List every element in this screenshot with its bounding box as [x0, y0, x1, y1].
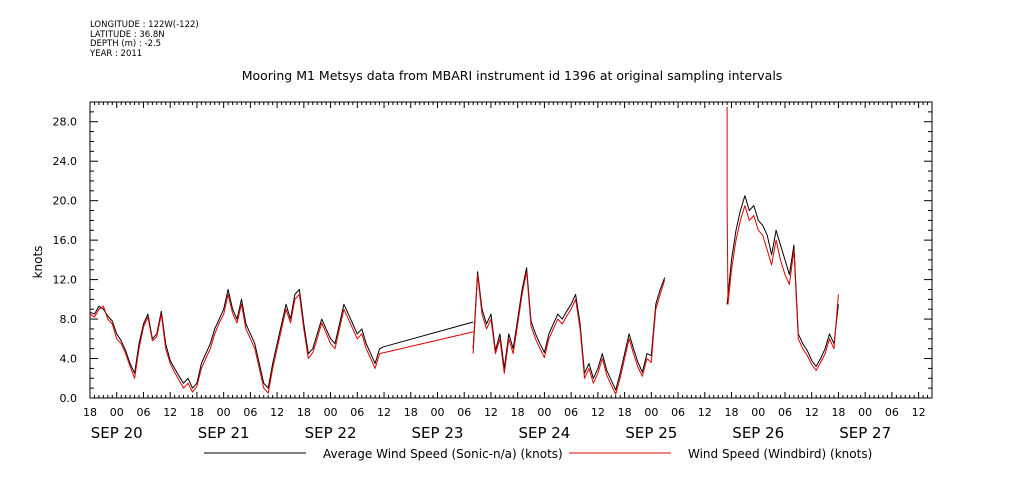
- x-hour-label: 00: [644, 406, 658, 419]
- x-date-label: SEP 25: [625, 424, 677, 442]
- x-hour-label: 12: [163, 406, 177, 419]
- x-date-label: SEP 26: [732, 424, 784, 442]
- y-tick-labels: 0.0 4.0 8.0 12.0 16.0 20.0 24.0 28.0: [53, 116, 78, 405]
- x-hour-label: 06: [564, 406, 578, 419]
- legend-label-avg: Average Wind Speed (Sonic-n/a) (knots): [323, 447, 563, 461]
- x-hour-label: 06: [457, 406, 471, 419]
- y-tick-label: 24.0: [53, 155, 78, 168]
- series-line-average-wind: [472, 267, 666, 391]
- y-tick-label: 12.0: [53, 274, 78, 287]
- x-hour-label: 18: [190, 406, 204, 419]
- x-hour-label: 18: [404, 406, 418, 419]
- legend-label-windbird: Wind Speed (Windbird) (knots): [688, 447, 872, 461]
- year-label: YEAR : 2011: [90, 48, 143, 59]
- legend: Average Wind Speed (Sonic-n/a) (knots) W…: [204, 447, 872, 461]
- x-hour-label: 12: [912, 406, 926, 419]
- x-hour-label: 06: [778, 406, 792, 419]
- x-hour-label: 00: [430, 406, 444, 419]
- latitude-label: LATITUDE : 36.8N: [90, 29, 165, 40]
- x-date-label: SEP 20: [91, 424, 143, 442]
- axis-ticks: [89, 101, 933, 399]
- x-hour-label: 12: [698, 406, 712, 419]
- x-hour-label: 00: [537, 406, 551, 419]
- x-hour-label: 18: [297, 406, 311, 419]
- x-hour-label: 12: [484, 406, 498, 419]
- depth-label: DEPTH (m) : -2.5: [90, 39, 162, 49]
- x-hour-label: 06: [136, 406, 150, 419]
- y-tick-label: 8.0: [60, 313, 78, 326]
- x-hour-label: 06: [885, 406, 899, 419]
- x-hour-label: 00: [324, 406, 338, 419]
- series-line-windbird: [89, 293, 385, 394]
- y-tick-label: 4.0: [60, 353, 78, 366]
- y-axis-label: knots: [31, 246, 45, 279]
- y-tick-label: 20.0: [53, 195, 78, 208]
- x-date-label: SEP 21: [198, 424, 250, 442]
- x-hour-label: 00: [751, 406, 765, 419]
- x-hour-label: 18: [618, 406, 632, 419]
- x-hour-label: 18: [725, 406, 739, 419]
- x-hour-label: 18: [83, 406, 97, 419]
- y-tick-label: 28.0: [53, 116, 78, 129]
- series-lines: [89, 106, 839, 395]
- y-tick-label: 0.0: [60, 392, 78, 405]
- x-hour-label: 06: [671, 406, 685, 419]
- series-line-average-wind: [383, 321, 474, 348]
- x-hour-label: 00: [217, 406, 231, 419]
- series-line-average-wind: [726, 195, 839, 367]
- x-date-label: SEP 24: [518, 424, 570, 442]
- x-date-label: SEP 23: [412, 424, 464, 442]
- x-hour-label: 18: [831, 406, 845, 419]
- x-tick-labels: 18 00 06 12 18 00 06 12 18 00 06 12 18 00 06 12 18 00 06 12…: [83, 406, 926, 442]
- metadata-block: LONGITUDE : 122W(-122) LATITUDE : 36.8N …: [90, 20, 199, 59]
- series-line-average-wind: [89, 289, 385, 389]
- y-tick-label: 16.0: [53, 234, 78, 247]
- longitude-label: LONGITUDE : 122W(-122): [90, 20, 199, 30]
- series-line-windbird: [472, 271, 666, 395]
- x-hour-label: 00: [858, 406, 872, 419]
- series-line-windbird: [726, 106, 839, 371]
- series-line-windbird: [383, 331, 474, 354]
- chart-title: Mooring M1 Metsys data from MBARI instru…: [242, 68, 783, 83]
- x-hour-label: 12: [591, 406, 605, 419]
- x-hour-label: 18: [511, 406, 525, 419]
- x-hour-label: 12: [377, 406, 391, 419]
- x-date-label: SEP 27: [839, 424, 891, 442]
- x-hour-label: 06: [350, 406, 364, 419]
- x-hour-label: 12: [270, 406, 284, 419]
- x-date-label: SEP 22: [305, 424, 357, 442]
- x-hour-label: 06: [243, 406, 257, 419]
- x-hour-label: 12: [805, 406, 819, 419]
- x-hour-label: 00: [110, 406, 124, 419]
